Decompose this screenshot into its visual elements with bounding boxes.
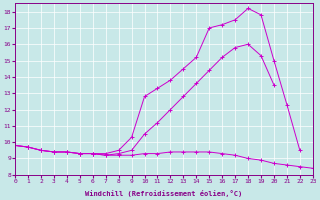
X-axis label: Windchill (Refroidissement éolien,°C): Windchill (Refroidissement éolien,°C) bbox=[85, 190, 243, 197]
